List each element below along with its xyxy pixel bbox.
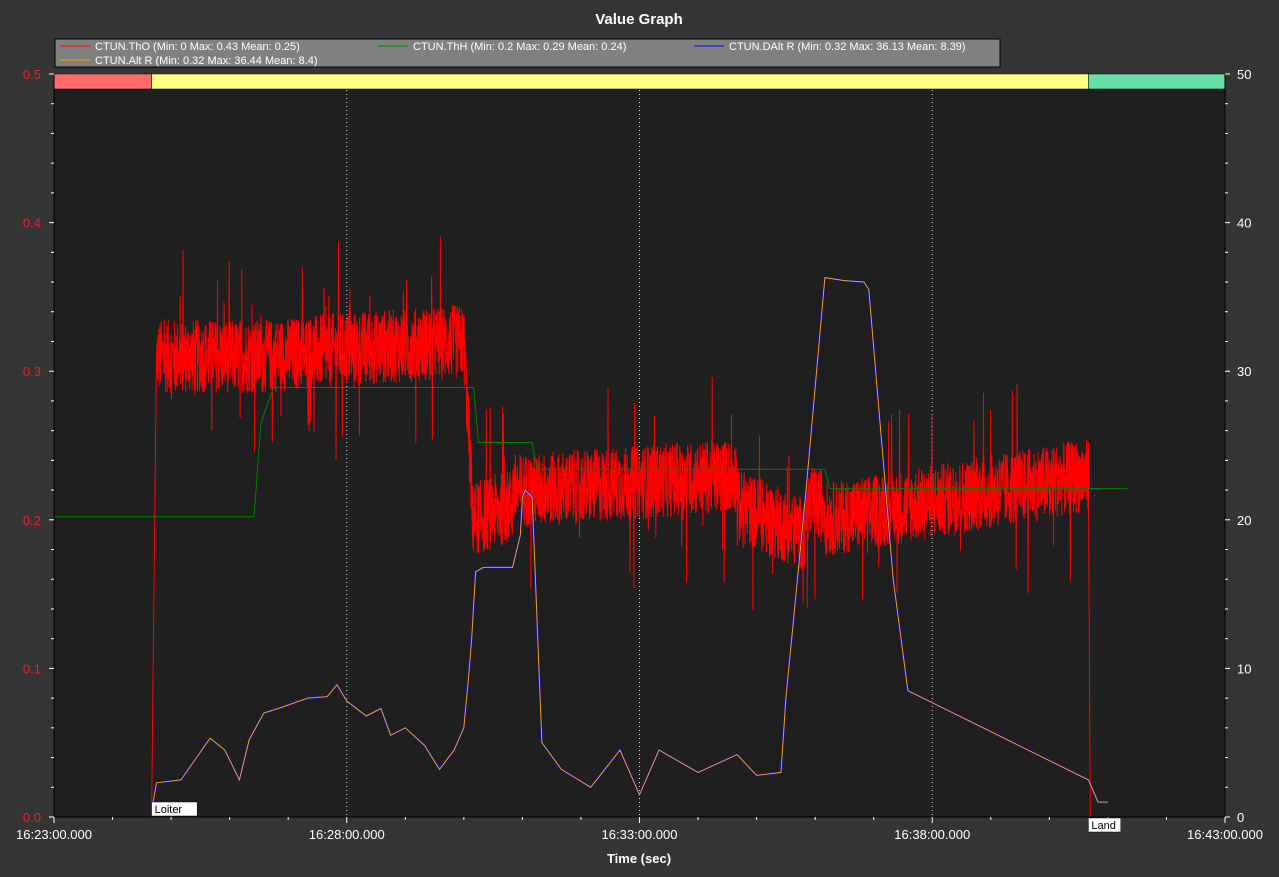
x-tick-label: 16:23:00.000 xyxy=(16,827,92,842)
y-left-tick-label: 0.0 xyxy=(23,810,41,825)
y-right-tick-label: 10 xyxy=(1237,661,1251,676)
mode-band xyxy=(1088,73,1226,90)
series-ctun-tho xyxy=(151,236,1091,818)
mode-label-loiter: Loiter xyxy=(155,804,183,816)
mode-band xyxy=(53,73,152,90)
mode-label-box xyxy=(151,801,198,817)
y-left-tick-label: 0.1 xyxy=(23,661,41,676)
mode-label-box xyxy=(1088,817,1122,833)
legend-box xyxy=(54,38,1001,68)
chart-title: Value Graph xyxy=(595,11,683,28)
y-left-tick-label: 0.3 xyxy=(23,364,41,379)
y-right-tick-label: 50 xyxy=(1237,67,1251,82)
legend: CTUN.ThO (Min: 0 Max: 0.43 Mean: 0.25) CT… xyxy=(54,38,1001,68)
series-layer xyxy=(54,236,1128,818)
series-ctun-alt-r xyxy=(151,277,1108,812)
mode-band xyxy=(151,73,1089,90)
legend-entry: CTUN.Alt R (Min: 0.32 Max: 36.44 Mean: 8… xyxy=(95,55,318,67)
y-right-tick-label: 0 xyxy=(1237,810,1244,825)
y-left-tick-label: 0.2 xyxy=(23,513,41,528)
x-tick-label: 16:33:00.000 xyxy=(602,827,678,842)
mode-labels: Loiter Land xyxy=(151,801,1122,833)
y-right-tick-label: 40 xyxy=(1237,216,1251,231)
mode-bands xyxy=(53,73,1226,90)
y-right-tick-label: 20 xyxy=(1237,513,1251,528)
y-left-tick-label: 0.4 xyxy=(23,216,41,231)
x-tick-label: 16:43:00.000 xyxy=(1187,827,1263,842)
legend-entry: CTUN.ThO (Min: 0 Max: 0.43 Mean: 0.25) xyxy=(95,41,300,53)
x-tick-label: 16:28:00.000 xyxy=(309,827,385,842)
x-tick-label: 16:38:00.000 xyxy=(894,827,970,842)
y-left-tick-label: 0.5 xyxy=(23,67,41,82)
mode-label-land: Land xyxy=(1091,820,1115,832)
plot-area xyxy=(54,74,1225,817)
legend-entry: CTUN.DAlt R (Min: 0.32 Max: 36.13 Mean: … xyxy=(729,41,966,53)
y-right-tick-label: 30 xyxy=(1237,364,1251,379)
x-axis-label: Time (sec) xyxy=(607,851,671,866)
legend-entry: CTUN.ThH (Min: 0.2 Max: 0.29 Mean: 0.24) xyxy=(413,41,626,53)
series-ctun-thh xyxy=(54,387,1128,518)
tick-labels: 16:23:00.000 16:28:00.000 16:33:00.000 16:3… xyxy=(16,67,1263,842)
